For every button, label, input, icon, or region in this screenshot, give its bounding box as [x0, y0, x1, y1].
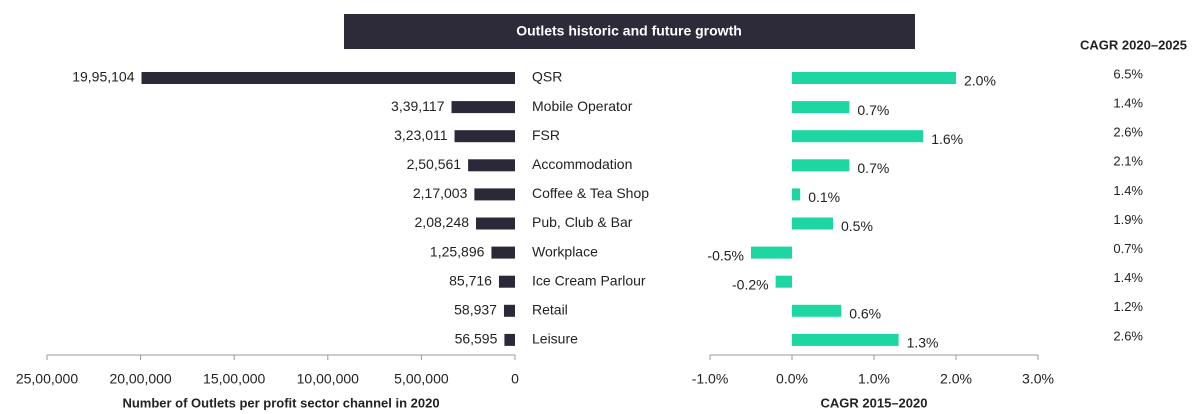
x-tick-label: 0	[511, 371, 519, 387]
bar	[792, 217, 833, 230]
bar	[504, 333, 515, 346]
value-label: 1.3%	[907, 335, 939, 351]
bar	[792, 304, 842, 317]
value-label: 2.0%	[964, 73, 996, 89]
table-value: 1.2%	[1113, 299, 1143, 314]
category-label: Leisure	[532, 331, 578, 347]
table-value: 2.6%	[1113, 125, 1143, 140]
x-tick-label: 25,00,000	[16, 371, 78, 387]
x-axis-title: Number of Outlets per profit sector chan…	[122, 395, 439, 410]
bar	[491, 246, 515, 259]
value-label: 2,08,248	[415, 214, 470, 230]
title-banner	[344, 14, 915, 49]
bar	[474, 188, 515, 201]
value-label: 58,937	[454, 302, 497, 318]
category-label: Pub, Club & Bar	[532, 214, 633, 230]
value-label: 2,50,561	[407, 156, 462, 172]
bar	[498, 275, 515, 288]
x-tick-label: 0.0%	[776, 371, 808, 387]
value-label: 0.6%	[849, 306, 881, 322]
bar	[792, 333, 899, 346]
value-label: -0.2%	[732, 276, 769, 292]
category-label: QSR	[532, 69, 562, 85]
bar	[141, 72, 515, 84]
table-value: 1.4%	[1113, 183, 1143, 198]
value-label: 85,716	[449, 272, 492, 288]
value-label: 1.6%	[931, 131, 963, 147]
table-value: 1.4%	[1113, 96, 1143, 111]
value-label: 3,23,011	[394, 127, 448, 143]
x-tick-label: 15,00,000	[203, 371, 265, 387]
bar	[451, 101, 515, 114]
x-tick-label: 20,00,000	[109, 371, 171, 387]
category-label: FSR	[532, 127, 560, 143]
bar	[751, 246, 792, 259]
table-value: 2.6%	[1113, 328, 1143, 343]
value-label: 0.7%	[857, 160, 889, 176]
bar	[792, 72, 956, 84]
x-tick-label: -1.0%	[692, 371, 729, 387]
bar	[775, 275, 792, 288]
chart-title: Outlets historic and future growth	[516, 23, 742, 39]
table-value: 1.9%	[1113, 212, 1143, 227]
category-label: Accommodation	[532, 156, 632, 172]
value-label: 0.7%	[857, 102, 889, 118]
value-label: 2,17,003	[413, 185, 468, 201]
bar	[503, 304, 515, 317]
bar	[792, 130, 924, 143]
x-tick-label: 1.0%	[858, 371, 890, 387]
bar	[468, 159, 515, 172]
value-label: 0.1%	[808, 189, 840, 205]
bar	[792, 188, 801, 201]
table-value: 0.7%	[1113, 241, 1143, 256]
bar	[792, 101, 850, 114]
bar	[792, 159, 850, 172]
column-title: CAGR 2020–2025	[1080, 37, 1187, 52]
value-label: 1,25,896	[430, 243, 485, 259]
category-label: Ice Cream Parlour	[532, 272, 646, 288]
table-value: 1.4%	[1113, 270, 1143, 285]
table-value: 2.1%	[1113, 154, 1143, 169]
value-label: 19,95,104	[72, 69, 134, 85]
bar	[454, 130, 515, 143]
x-tick-label: 10,00,000	[297, 371, 359, 387]
x-axis-title: CAGR 2015–2020	[821, 395, 928, 410]
category-label: Mobile Operator	[532, 98, 633, 114]
value-label: 0.5%	[841, 218, 873, 234]
x-tick-label: 3.0%	[1022, 371, 1054, 387]
bar	[476, 217, 515, 230]
category-label: Workplace	[532, 243, 598, 259]
x-tick-label: 5,00,000	[394, 371, 449, 387]
table-value: 6.5%	[1113, 66, 1143, 81]
category-label: Retail	[532, 302, 568, 318]
value-label: -0.5%	[707, 247, 744, 263]
x-tick-label: 2.0%	[940, 371, 972, 387]
value-label: 56,595	[455, 331, 498, 347]
value-label: 3,39,117	[391, 98, 445, 114]
category-label: Coffee & Tea Shop	[532, 185, 649, 201]
